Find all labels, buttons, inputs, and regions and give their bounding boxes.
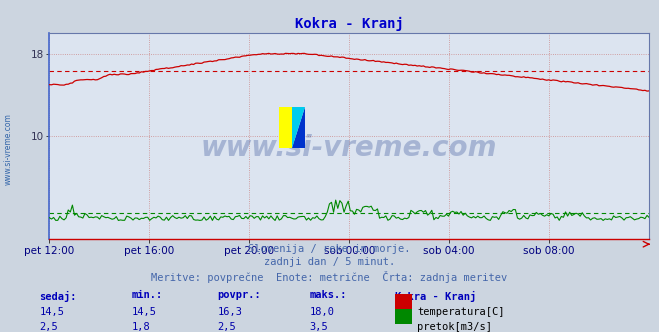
Text: www.si-vreme.com: www.si-vreme.com [201,134,498,162]
Text: www.si-vreme.com: www.si-vreme.com [3,114,13,185]
Text: zadnji dan / 5 minut.: zadnji dan / 5 minut. [264,257,395,267]
Text: temperatura[C]: temperatura[C] [417,307,505,317]
Text: Meritve: povprečne  Enote: metrične  Črta: zadnja meritev: Meritve: povprečne Enote: metrične Črta:… [152,271,507,283]
Text: 14,5: 14,5 [40,307,65,317]
Text: min.:: min.: [132,290,163,300]
Title: Kokra - Kranj: Kokra - Kranj [295,17,404,31]
Bar [279,107,293,148]
Text: 1,8: 1,8 [132,322,150,332]
Text: povpr.:: povpr.: [217,290,261,300]
Text: Kokra - Kranj: Kokra - Kranj [395,290,476,301]
Text: 16,3: 16,3 [217,307,243,317]
Polygon shape [293,107,306,148]
Text: 2,5: 2,5 [217,322,236,332]
Text: 14,5: 14,5 [132,307,157,317]
Text: pretok[m3/s]: pretok[m3/s] [417,322,492,332]
Text: 18,0: 18,0 [310,307,335,317]
Polygon shape [293,107,306,148]
Text: Slovenija / reke in morje.: Slovenija / reke in morje. [248,244,411,254]
Text: 3,5: 3,5 [310,322,328,332]
Text: maks.:: maks.: [310,290,347,300]
Text: 2,5: 2,5 [40,322,58,332]
Text: sedaj:: sedaj: [40,290,77,301]
